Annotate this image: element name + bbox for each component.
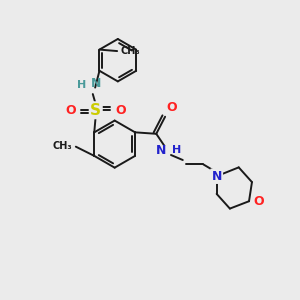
Text: H: H — [172, 145, 182, 155]
Text: O: O — [65, 104, 76, 117]
Text: S: S — [90, 103, 101, 118]
Text: N: N — [212, 170, 222, 183]
Text: N: N — [91, 77, 102, 90]
Text: N: N — [156, 144, 167, 157]
Text: O: O — [166, 101, 177, 114]
Text: CH₃: CH₃ — [53, 141, 72, 151]
Text: O: O — [116, 104, 126, 117]
Text: O: O — [254, 195, 264, 208]
Text: CH₃: CH₃ — [120, 46, 140, 56]
Text: H: H — [77, 80, 86, 90]
